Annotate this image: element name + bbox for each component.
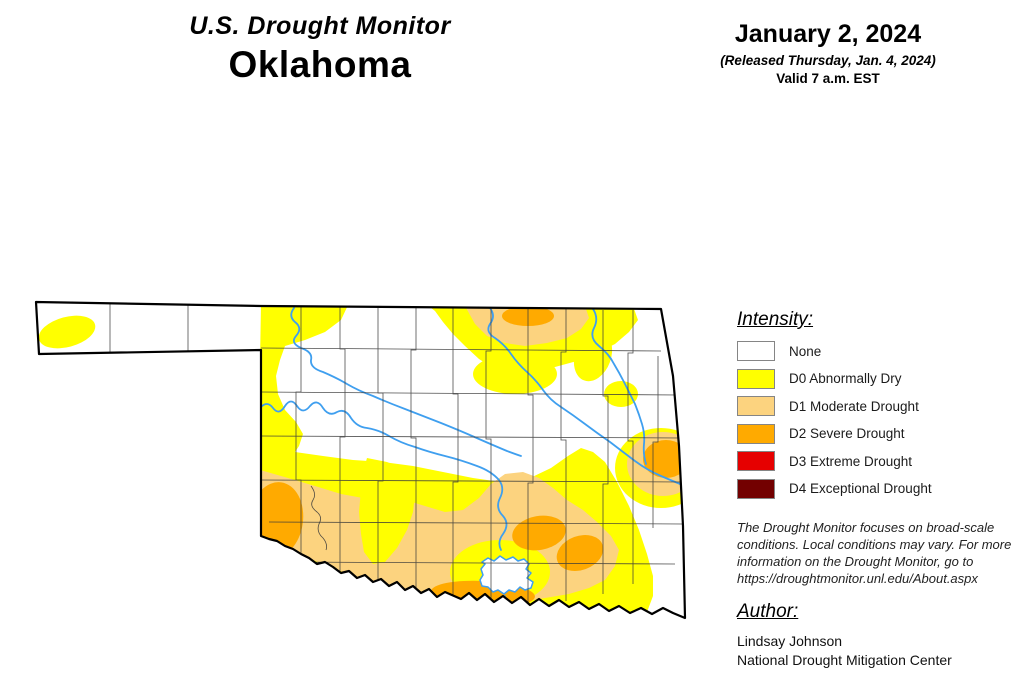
legend-swatch-d0 — [737, 368, 775, 389]
author-name: Lindsay Johnson — [737, 633, 843, 649]
legend-swatch-d3 — [737, 451, 775, 471]
legend-label: None — [789, 343, 822, 359]
legend-label: D0 Abnormally Dry — [789, 371, 902, 386]
author-org: National Drought Mitigation Center — [737, 651, 952, 668]
legend-item-d3: D3 Extreme Drought — [737, 451, 1024, 471]
arkansas-river — [487, 307, 685, 487]
legend-label: D3 Extreme Drought — [789, 453, 913, 469]
legend-label: D2 Severe Drought — [789, 426, 905, 441]
legend-swatch-none — [737, 341, 775, 361]
legend-item-d2: D2 Severe Drought — [737, 423, 1024, 444]
state-border — [34, 300, 687, 620]
legend-item-d4: D4 Exceptional Drought — [737, 478, 1024, 499]
county-lines — [109, 303, 684, 602]
legend-item-d1: D1 Moderate Drought — [737, 396, 1024, 416]
legend-item-none: None — [737, 341, 1024, 361]
legend-label: D4 Exceptional Drought — [789, 481, 932, 496]
disclaimer-text: The Drought Monitor focuses on broad-sca… — [737, 520, 1012, 586]
released-date: (Released Thursday, Jan. 4, 2024) — [720, 53, 936, 68]
valid-time: Valid 7 a.m. EST — [776, 71, 880, 86]
legend-heading: Intensity: — [737, 309, 814, 330]
state-title: Oklahoma — [228, 44, 412, 85]
legend-label: D1 Moderate Drought — [789, 398, 919, 414]
title-block: U.S. Drought Monitor Oklahoma — [118, 12, 522, 86]
legend-swatch-d4 — [737, 478, 775, 499]
oklahoma-drought-map — [33, 296, 693, 626]
drought-map-svg — [34, 300, 687, 620]
legend-swatch-d1 — [737, 396, 775, 416]
cimarron-river — [290, 307, 522, 457]
legend-swatch-d2 — [737, 423, 775, 444]
legend: Intensity: None D0 Abnormally Dry D1 Mod… — [737, 309, 1024, 506]
legend-item-d0: D0 Abnormally Dry — [737, 368, 1024, 389]
report-title: U.S. Drought Monitor — [189, 12, 451, 40]
date-block: January 2, 2024 (Released Thursday, Jan.… — [676, 20, 980, 86]
map-date: January 2, 2024 — [734, 20, 922, 48]
author-heading: Author: — [737, 601, 799, 622]
author-block: Author: Lindsay Johnson National Drought… — [737, 601, 952, 670]
